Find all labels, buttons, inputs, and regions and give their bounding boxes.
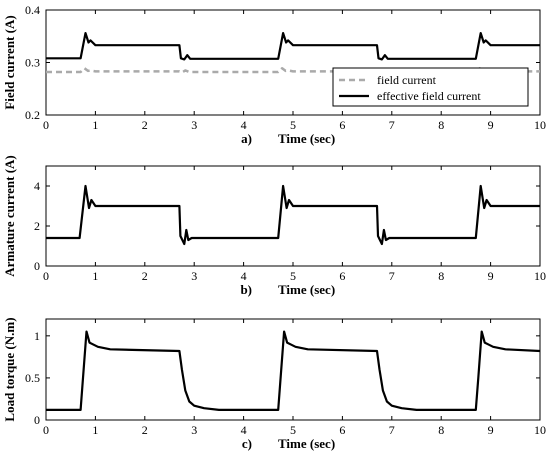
y-tick-label: 0.3: [25, 56, 40, 70]
legend-box: [332, 67, 529, 107]
x-tick-label: 1: [92, 118, 98, 132]
x-tick-label: 7: [389, 269, 395, 283]
x-tick-label: 2: [142, 118, 148, 132]
x-tick-label: 9: [488, 423, 494, 437]
y-tick-label: 2: [34, 219, 40, 233]
x-axis-label: Time (sec): [278, 436, 335, 451]
x-tick-label: 4: [241, 269, 247, 283]
x-tick-label: 6: [339, 118, 345, 132]
panel-b: 0 1 2 3 4 5 6 7 8 9 10 0 2 4 Armature current (A) b) Tim…: [2, 155, 546, 297]
x-tick-label: 5: [290, 118, 296, 132]
legend-label: field current: [377, 73, 437, 87]
x-tick-label: 1: [92, 269, 98, 283]
x-tick-label: 8: [438, 423, 444, 437]
x-axis-label: Time (sec): [278, 131, 335, 146]
panel-a: 0 1 2 3 4 5 6 7 8 9 10 0.2 0.3 0.4 Field current (A) a)…: [2, 3, 546, 146]
series-line-0: [46, 184, 540, 246]
x-tick-label: 4: [241, 423, 247, 437]
x-tick-label: 6: [339, 423, 345, 437]
y-tick-label: 0: [34, 259, 40, 273]
x-tick-label: 8: [438, 118, 444, 132]
panel-label: a): [241, 131, 252, 146]
x-tick-label: 8: [438, 269, 444, 283]
x-tick-label: 1: [92, 423, 98, 437]
y-tick-label: 1: [34, 329, 40, 343]
plot-frame: [45, 165, 541, 267]
x-tick-label: 10: [534, 269, 546, 283]
y-axis-label: Field current (A): [2, 15, 17, 109]
y-tick-label: 0.4: [25, 3, 40, 17]
legend-label: effective field current: [377, 89, 481, 103]
y-axis-label: Armature current (A): [2, 155, 17, 277]
x-tick-label: 9: [488, 269, 494, 283]
y-tick-label: 0: [34, 413, 40, 427]
x-tick-label: 0: [43, 423, 49, 437]
series-line-1: [46, 31, 540, 61]
y-tick-label: 0.2: [25, 108, 40, 122]
x-tick-label: 6: [339, 269, 345, 283]
x-tick-label: 10: [534, 118, 546, 132]
panel-label: c): [242, 436, 252, 451]
x-tick-label: 3: [191, 269, 197, 283]
y-tick-label: 0.5: [25, 371, 40, 385]
x-tick-label: 2: [142, 269, 148, 283]
x-tick-label: 0: [43, 118, 49, 132]
x-tick-label: 7: [389, 423, 395, 437]
x-tick-label: 10: [534, 423, 546, 437]
x-tick-label: 4: [241, 118, 247, 132]
panel-c: 0 1 2 3 4 5 6 7 8 9 10 0 0.5 1 Load torque (N.m) c) Time…: [2, 317, 546, 451]
series-line-0: [46, 330, 541, 411]
x-axis-label: Time (sec): [278, 282, 335, 297]
y-axis-label: Load torque (N.m): [2, 317, 17, 421]
x-tick-label: 5: [290, 269, 296, 283]
x-tick-label: 2: [142, 423, 148, 437]
x-tick-label: 9: [488, 118, 494, 132]
y-tick-label: 4: [34, 179, 40, 193]
x-tick-label: 3: [191, 423, 197, 437]
plot-frame: [45, 318, 541, 421]
legend: field current effective field current: [332, 67, 529, 107]
x-tick-label: 0: [43, 269, 49, 283]
x-tick-label: 3: [191, 118, 197, 132]
x-tick-label: 7: [389, 118, 395, 132]
panel-label: b): [240, 282, 252, 297]
x-tick-label: 5: [290, 423, 296, 437]
